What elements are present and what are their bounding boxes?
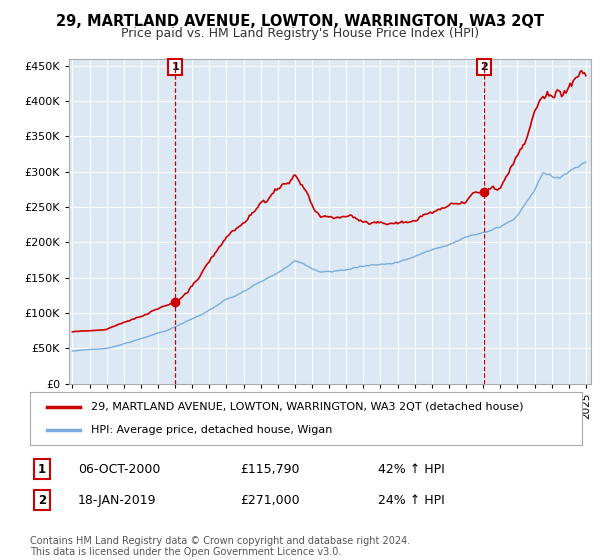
Text: Contains HM Land Registry data © Crown copyright and database right 2024.
This d: Contains HM Land Registry data © Crown c… [30,535,410,557]
Text: HPI: Average price, detached house, Wigan: HPI: Average price, detached house, Wiga… [91,425,332,435]
Text: 29, MARTLAND AVENUE, LOWTON, WARRINGTON, WA3 2QT (detached house): 29, MARTLAND AVENUE, LOWTON, WARRINGTON,… [91,402,523,412]
Text: 2: 2 [480,62,488,72]
Text: 1: 1 [171,62,179,72]
Text: 24% ↑ HPI: 24% ↑ HPI [378,493,445,507]
Text: £115,790: £115,790 [240,463,299,476]
Text: 06-OCT-2000: 06-OCT-2000 [78,463,160,476]
Text: 18-JAN-2019: 18-JAN-2019 [78,493,157,507]
Text: £271,000: £271,000 [240,493,299,507]
Text: 42% ↑ HPI: 42% ↑ HPI [378,463,445,476]
Text: 29, MARTLAND AVENUE, LOWTON, WARRINGTON, WA3 2QT: 29, MARTLAND AVENUE, LOWTON, WARRINGTON,… [56,14,544,29]
Text: Price paid vs. HM Land Registry's House Price Index (HPI): Price paid vs. HM Land Registry's House … [121,27,479,40]
Text: 1: 1 [38,463,46,476]
Text: 2: 2 [38,493,46,507]
